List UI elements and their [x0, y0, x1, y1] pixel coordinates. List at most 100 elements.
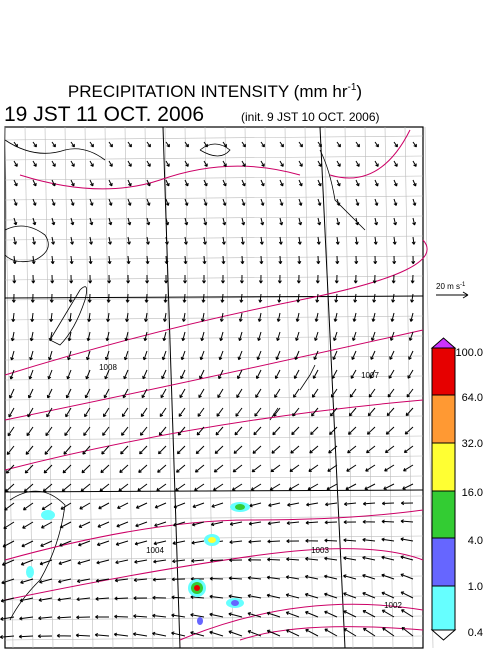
wind-arrow — [89, 198, 94, 206]
wind-arrow — [332, 350, 338, 360]
wind-arrow — [102, 426, 110, 436]
coastline — [199, 143, 231, 157]
wind-arrow — [84, 407, 91, 418]
wind-arrow — [140, 407, 148, 418]
wind-arrow — [381, 591, 395, 599]
colorbar-label: 64.0 — [462, 392, 483, 404]
wind-arrow — [314, 312, 319, 322]
grid-line — [104, 126, 114, 649]
wind-arrow — [369, 369, 376, 379]
wind-arrow — [355, 179, 360, 187]
wind-arrow — [336, 141, 341, 148]
wind-arrow — [260, 141, 265, 148]
isobar — [239, 626, 424, 641]
coastline — [4, 225, 49, 263]
wind-arrow — [410, 274, 415, 284]
isobar — [19, 165, 301, 190]
wind-arrow — [89, 236, 93, 245]
grid-line — [4, 575, 424, 581]
wind-arrow — [107, 274, 112, 284]
wind-arrow — [24, 464, 34, 474]
wind-arrow — [391, 293, 396, 303]
wind-arrow — [194, 483, 205, 492]
wind-arrow — [11, 293, 16, 303]
wind-arrow — [31, 274, 36, 284]
isobar — [179, 603, 424, 641]
wind-arrow — [176, 464, 186, 473]
wind-arrow — [298, 179, 303, 187]
wind-arrow — [304, 592, 319, 599]
wind-arrow — [23, 483, 34, 493]
wind-arrow — [311, 388, 319, 398]
wind-arrow — [412, 141, 417, 148]
wind-arrow — [347, 426, 357, 435]
wind-arrow — [127, 198, 132, 206]
precipitation-area — [231, 600, 239, 606]
wind-arrow — [13, 160, 18, 167]
wind-arrow — [152, 577, 167, 582]
wind-arrow — [6, 445, 15, 455]
wind-arrow — [393, 179, 398, 187]
wind-arrow — [241, 198, 246, 206]
precipitation-area — [197, 617, 203, 625]
wind-arrow — [119, 464, 129, 474]
grid-line — [4, 395, 424, 401]
wind-arrow — [75, 633, 91, 638]
wind-arrow — [222, 217, 227, 226]
wind-arrow — [114, 614, 129, 619]
wind-arrow — [240, 255, 245, 265]
wind-arrow — [171, 577, 186, 582]
wind-arrow — [256, 350, 262, 361]
wind-arrow — [287, 502, 300, 507]
grid-line — [4, 415, 424, 421]
wind-arrow — [121, 426, 129, 436]
wind-arrow — [0, 597, 15, 603]
init-time: (init. 9 JST 10 OCT. 2006) — [241, 110, 380, 124]
wind-arrow — [269, 483, 281, 491]
wind-arrow — [412, 198, 417, 206]
wind-arrow — [366, 426, 376, 435]
wind-arrow — [135, 521, 148, 528]
wind-arrow — [161, 350, 167, 361]
wind-arrow — [184, 179, 189, 187]
wind-arrow — [101, 445, 110, 455]
wind-arrow — [165, 217, 170, 226]
wind-arrow — [353, 274, 358, 284]
isobar — [4, 509, 424, 561]
vector-key-label: 20 m s-1 — [436, 282, 466, 291]
wind-arrow — [286, 539, 300, 544]
wind-arrow — [315, 274, 320, 284]
wind-arrow — [202, 274, 206, 284]
wind-arrow — [40, 521, 53, 529]
colorbar-label: 4.0 — [468, 535, 483, 547]
wind-arrow — [27, 388, 34, 399]
colorbar-label: 100.0 — [455, 347, 483, 359]
wind-arrow — [298, 198, 303, 206]
wind-arrow — [13, 217, 18, 226]
wind-arrow — [279, 179, 284, 187]
wind-arrow — [210, 521, 224, 527]
wind-arrow — [228, 594, 243, 599]
grid-line — [124, 126, 134, 649]
wind-arrow — [412, 160, 417, 167]
wind-arrow — [273, 407, 281, 417]
wind-arrow — [258, 293, 263, 303]
wind-arrow — [248, 521, 262, 526]
wind-arrow — [222, 160, 227, 167]
wind-arrow — [276, 331, 281, 342]
wind-arrow — [20, 578, 34, 584]
isobar — [329, 129, 411, 179]
wind-arrow — [51, 217, 56, 226]
wind-arrow — [248, 557, 262, 562]
wind-arrow — [82, 445, 91, 455]
wind-arrow — [191, 521, 205, 527]
wind-arrow — [0, 635, 15, 639]
wind-arrow — [412, 179, 417, 187]
wind-arrow — [275, 350, 281, 361]
grid-line — [384, 126, 394, 649]
wind-arrow — [157, 464, 167, 473]
wind-arrow — [384, 445, 395, 454]
wind-arrow — [146, 160, 151, 167]
wind-arrow — [108, 217, 113, 226]
grid-line — [4, 635, 424, 641]
